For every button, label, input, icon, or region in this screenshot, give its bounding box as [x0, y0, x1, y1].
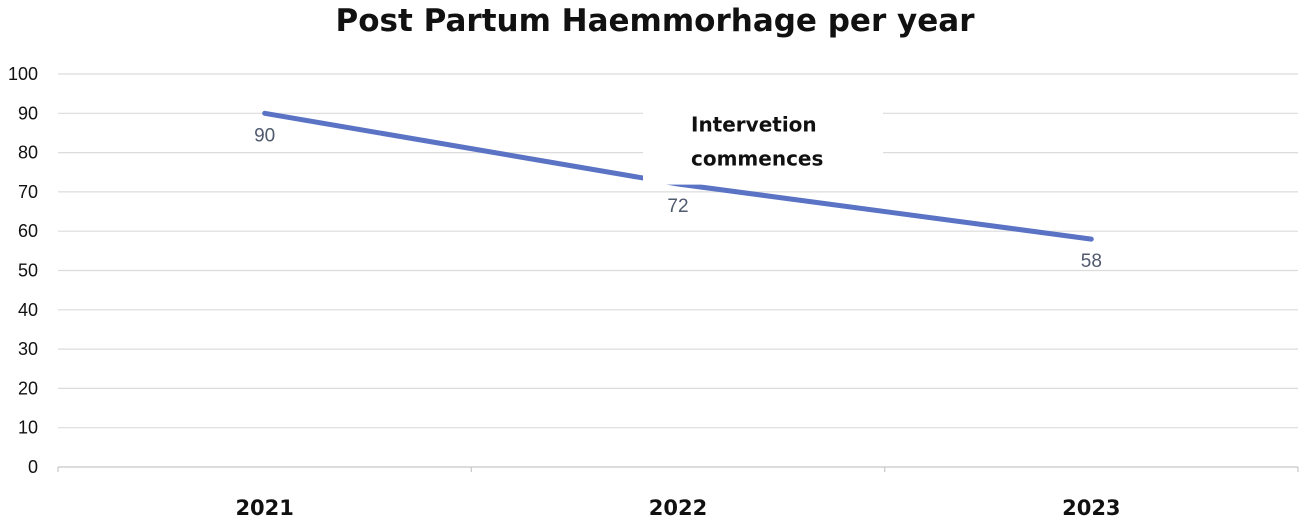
y-tick-label-10: 10 [18, 418, 38, 438]
annotation-background [643, 104, 883, 185]
data-label-2022: 72 [667, 196, 688, 217]
y-tick-label-20: 20 [18, 378, 38, 398]
annotation-line-1: commences [691, 147, 823, 171]
y-tick-label-30: 30 [18, 339, 38, 359]
y-tick-label-90: 90 [18, 103, 38, 123]
y-axis-ticks: 0 10 20 30 40 50 60 70 80 90 100 [8, 64, 38, 477]
annotation-line-0: Intervetion [691, 113, 817, 137]
data-labels: 90 72 58 [254, 125, 1102, 272]
x-tick-label-2023: 2023 [1062, 496, 1120, 519]
y-tick-label-50: 50 [18, 261, 38, 281]
y-tick-label-0: 0 [28, 457, 38, 477]
y-tick-label-40: 40 [18, 300, 38, 320]
y-tick-label-70: 70 [18, 182, 38, 202]
data-label-2023: 58 [1081, 251, 1102, 272]
x-tick-label-2021: 2021 [235, 496, 293, 519]
x-axis-ticks: 2021 2022 2023 [235, 496, 1120, 519]
chart-title: Post Partum Haemmorhage per year [336, 3, 976, 39]
x-tick-label-2022: 2022 [649, 496, 707, 519]
y-tick-label-100: 100 [8, 64, 38, 84]
data-label-2021: 90 [254, 125, 275, 146]
y-tick-label-80: 80 [18, 143, 38, 163]
annotation: Intervetion commences [643, 104, 883, 185]
y-tick-label-60: 60 [18, 221, 38, 241]
